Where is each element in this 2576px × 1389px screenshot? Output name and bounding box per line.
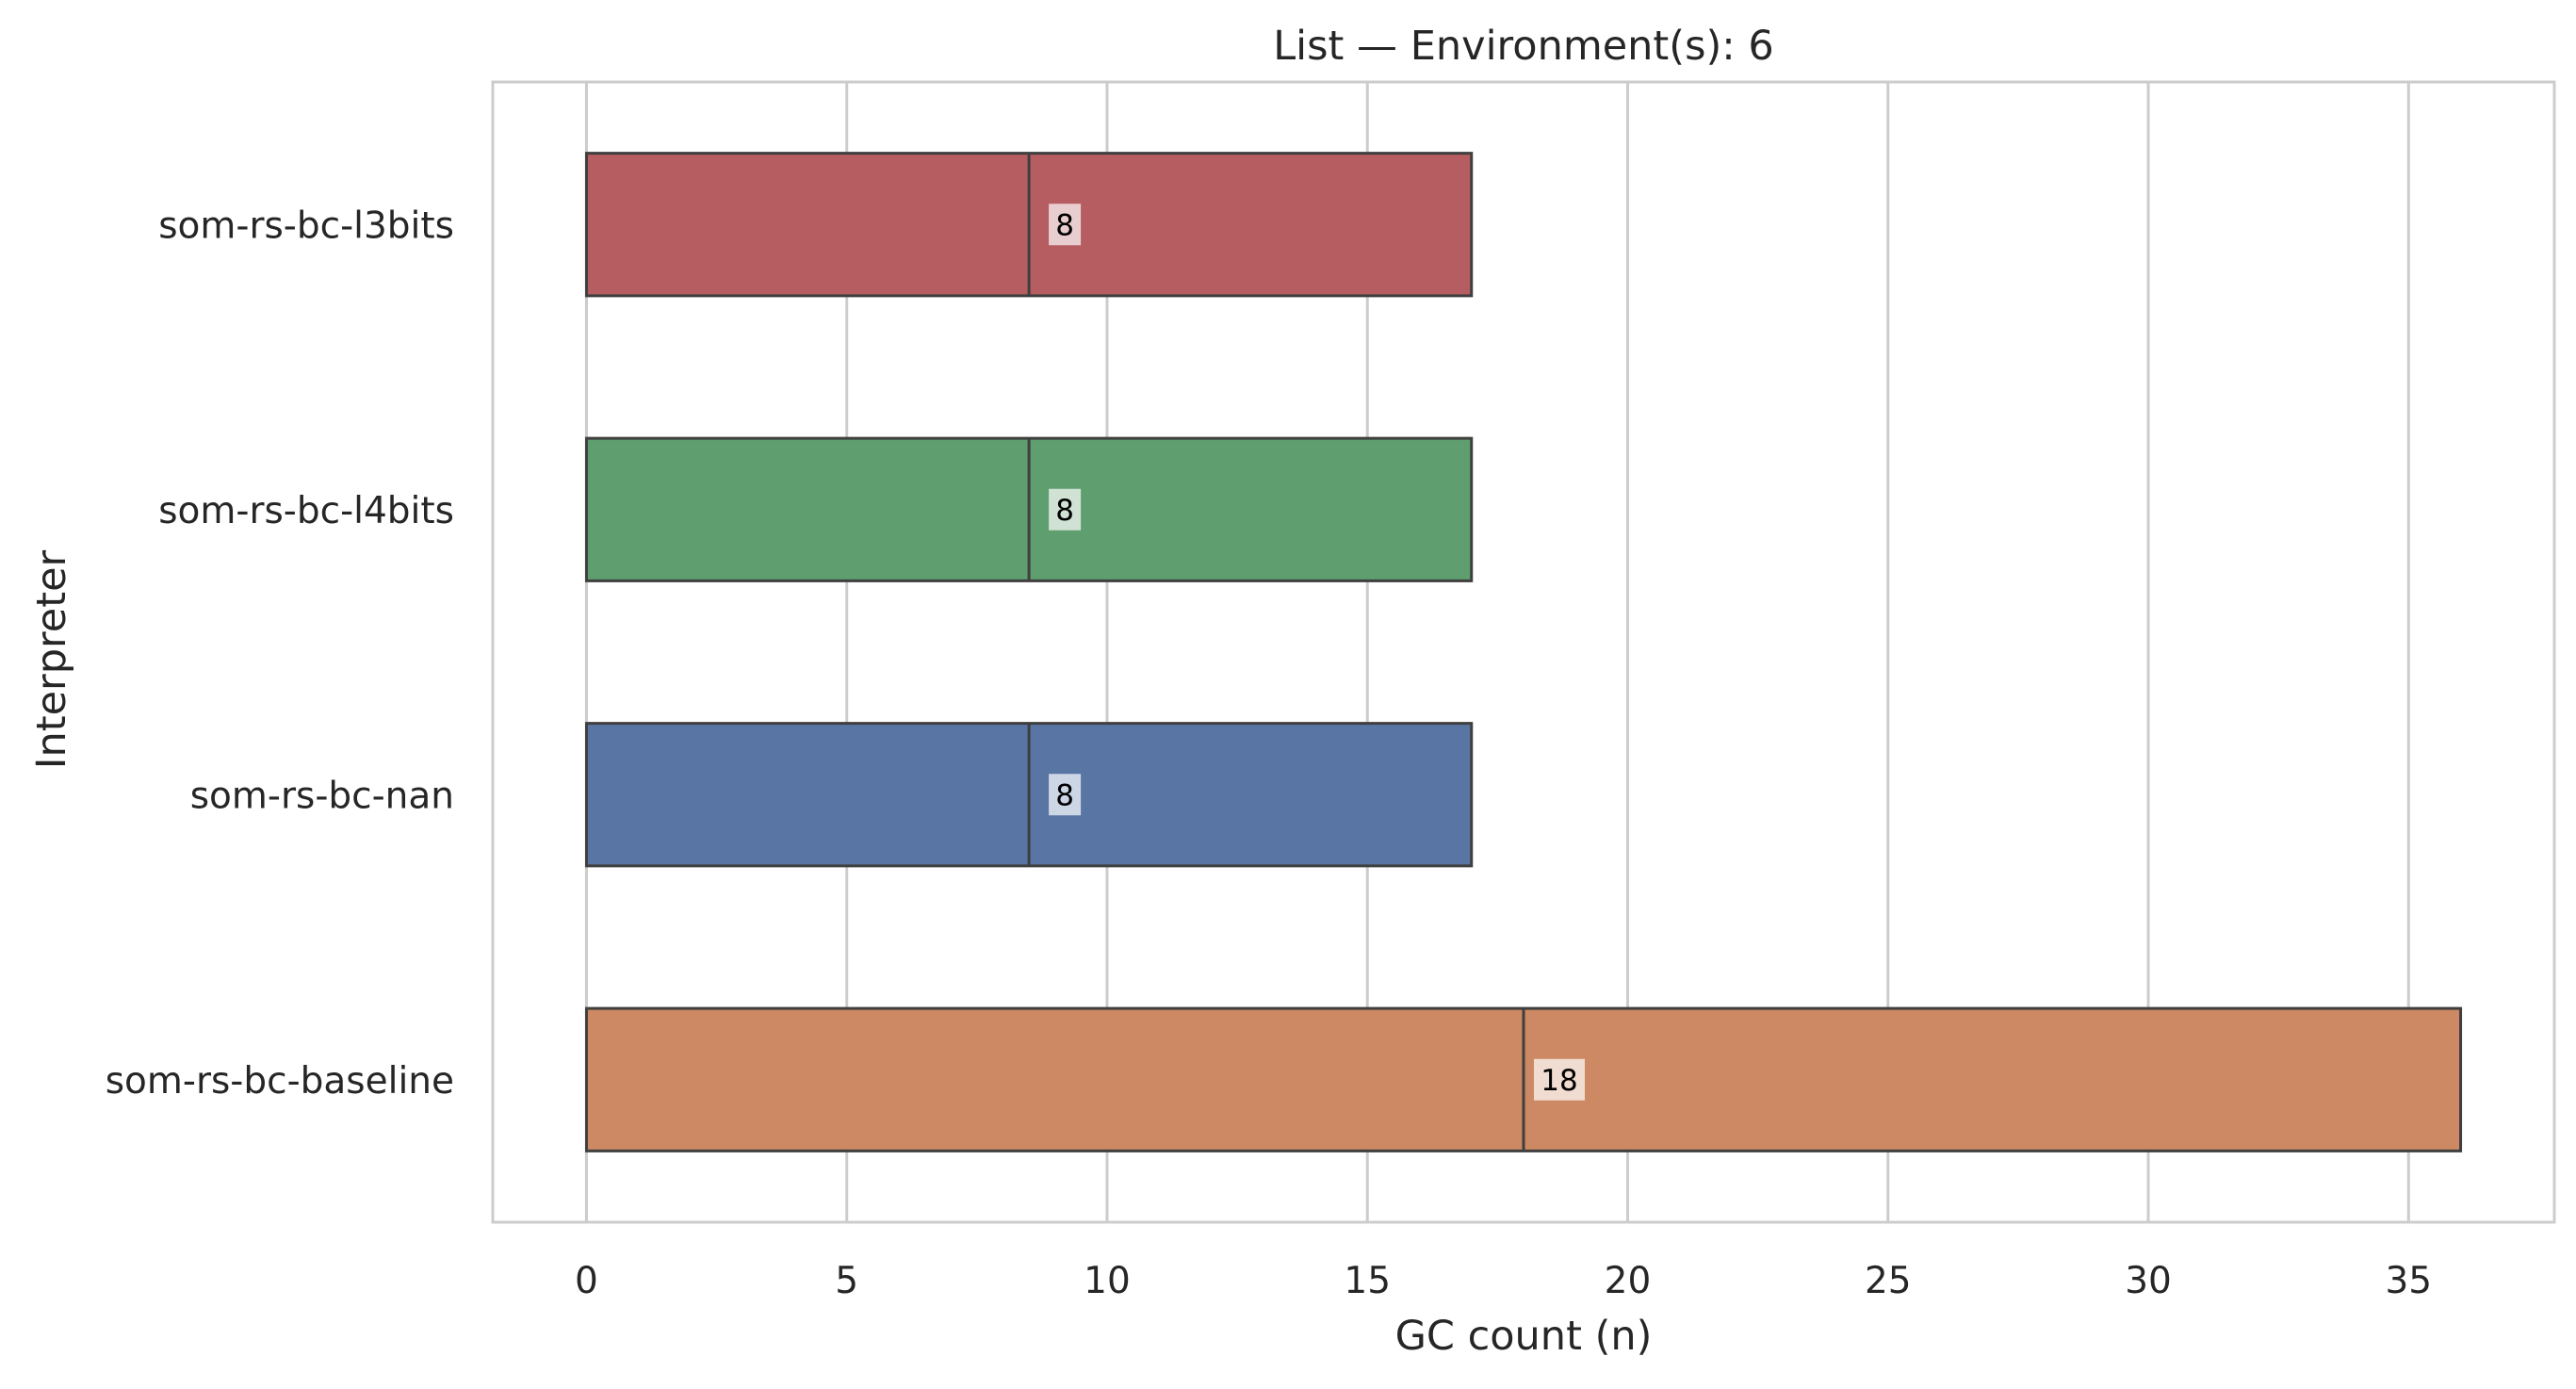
y-axis-ticks: som-rs-bc-l3bits som-rs-bc-l4bits som-rs-b… bbox=[106, 204, 454, 1103]
value-label: 18 bbox=[1541, 1064, 1577, 1098]
value-label-box bbox=[1534, 1058, 1585, 1101]
x-axis-label: GC count (n) bbox=[1395, 1313, 1653, 1360]
y-tick-label: som-rs-bc-l3bits bbox=[158, 204, 454, 247]
value-label-box bbox=[1049, 204, 1082, 246]
y-tick-label: som-rs-bc-nan bbox=[190, 775, 454, 817]
y-axis-label: Interpreter bbox=[28, 549, 75, 769]
value-label: 8 bbox=[1055, 208, 1074, 242]
x-tick-label: 0 bbox=[575, 1260, 598, 1302]
x-tick-label: 5 bbox=[835, 1260, 858, 1302]
x-tick-label: 15 bbox=[1344, 1260, 1391, 1302]
value-label: 8 bbox=[1055, 778, 1074, 812]
x-tick-label: 35 bbox=[2385, 1260, 2432, 1302]
x-tick-label: 30 bbox=[2125, 1260, 2172, 1302]
x-tick-label: 10 bbox=[1084, 1260, 1131, 1302]
y-tick-label: som-rs-bc-baseline bbox=[106, 1060, 454, 1103]
bars: 8 8 8 18 bbox=[584, 152, 2463, 1152]
y-tick-label: som-rs-bc-l4bits bbox=[158, 490, 454, 532]
plot-frame bbox=[491, 80, 2556, 1224]
x-tick-label: 25 bbox=[1865, 1260, 1912, 1302]
value-label: 8 bbox=[1055, 494, 1074, 528]
chart-title: List — Environment(s): 6 bbox=[1273, 23, 1774, 70]
x-tick-label: 20 bbox=[1605, 1260, 1652, 1302]
x-axis-ticks: 0 5 10 15 20 25 30 35 bbox=[575, 1260, 2432, 1302]
value-label-box bbox=[1049, 488, 1082, 531]
value-label-box bbox=[1049, 774, 1082, 816]
